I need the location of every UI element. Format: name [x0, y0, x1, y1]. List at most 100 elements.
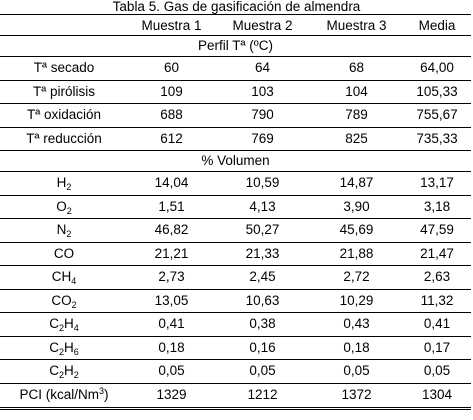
value-cell: 2,63 — [403, 265, 471, 290]
formula-rest: H — [64, 363, 74, 379]
table-row: Tª reducción 612 769 825 735,33 — [0, 127, 471, 151]
header-cell: Muestra 1 — [128, 14, 215, 36]
value-cell: 14,04 — [128, 171, 215, 196]
formula-main: H — [56, 175, 67, 191]
formula-sub: 2 — [66, 205, 72, 216]
table-row: CO 21,21 21,33 21,88 21,47 — [0, 242, 471, 266]
header-cell: Muestra 3 — [310, 14, 403, 36]
formula-sub2: 4 — [73, 323, 79, 334]
header-cell: Media — [403, 14, 471, 36]
value-cell: 0,38 — [215, 312, 310, 337]
value-cell: 0,05 — [215, 359, 310, 384]
section-row-temperature: Perfil Tª (ºC) — [0, 35, 471, 57]
value-cell: 10,59 — [215, 171, 310, 196]
formula-sub: 2 — [58, 370, 64, 381]
formula-sub2: 2 — [73, 370, 79, 381]
row-label: CO2 — [0, 289, 128, 313]
row-label: O2 — [0, 195, 128, 219]
table-caption: Tabla 5. Gas de gasificación de almendra — [112, 0, 361, 14]
section-title: % Volumen — [0, 150, 471, 172]
table-row: C2H2 0,05 0,05 0,05 0,05 — [0, 359, 471, 384]
value-cell: 1329 — [128, 383, 215, 410]
value-cell: 21,33 — [215, 242, 310, 266]
value-cell: 64 — [215, 56, 310, 81]
value-cell: 0,18 — [128, 336, 215, 360]
table-row: Tª pirólisis 109 103 104 105,33 — [0, 80, 471, 104]
formula-main: N — [56, 222, 67, 238]
value-cell: 60 — [128, 56, 215, 81]
value-cell: 50,27 — [215, 218, 310, 243]
formula-sub: 2 — [71, 299, 77, 310]
row-label: N2 — [0, 218, 128, 243]
formula-sub: 4 — [71, 276, 77, 287]
value-cell: 45,69 — [310, 218, 403, 243]
header-cell: Muestra 2 — [215, 14, 310, 36]
row-label: CO — [0, 242, 128, 266]
value-cell: 47,59 — [403, 218, 471, 243]
value-cell: 10,63 — [215, 289, 310, 313]
formula-main: C — [49, 363, 59, 379]
row-label: H2 — [0, 171, 128, 196]
formula-sub: 2 — [58, 346, 64, 357]
value-cell: 1304 — [403, 383, 471, 410]
table-row: CO2 13,05 10,63 10,29 11,32 — [0, 289, 471, 313]
table-row: O2 1,51 4,13 3,90 3,18 — [0, 195, 471, 219]
pci-superscript: 3 — [99, 386, 105, 396]
value-cell: 0,16 — [215, 336, 310, 360]
value-cell: 0,05 — [310, 359, 403, 384]
table-row: Tª oxidación 688 790 789 755,67 — [0, 103, 471, 128]
row-label: Tª oxidación — [0, 103, 128, 128]
value-cell: 46,82 — [128, 218, 215, 243]
formula-main: C — [49, 316, 59, 332]
formula-main: CH — [51, 269, 72, 285]
pci-row: PCI (kcal/Nm3) 1329 1212 1372 1304 — [0, 383, 471, 410]
row-label: Tª secado — [0, 56, 128, 81]
value-cell: 2,73 — [128, 265, 215, 290]
value-cell: 0,17 — [403, 336, 471, 360]
value-cell: 68 — [310, 56, 403, 81]
value-cell: 13,17 — [403, 171, 471, 196]
value-cell: 10,29 — [310, 289, 403, 313]
value-cell: 2,45 — [215, 265, 310, 290]
value-cell: 105,33 — [403, 80, 471, 104]
value-cell: 13,05 — [128, 289, 215, 313]
pci-label-end: ) — [104, 387, 109, 402]
value-cell: 0,18 — [310, 336, 403, 360]
table-row: CH4 2,73 2,45 2,72 2,63 — [0, 265, 471, 290]
formula-main: O — [56, 198, 67, 214]
row-label: C2H6 — [0, 336, 128, 360]
table-row: H2 14,04 10,59 14,87 13,17 — [0, 171, 471, 196]
value-cell: 825 — [310, 127, 403, 151]
table-row: C2H4 0,41 0,38 0,43 0,41 — [0, 312, 471, 337]
section-title: Perfil Tª (ºC) — [0, 35, 471, 57]
value-cell: 109 — [128, 80, 215, 104]
value-cell: 14,87 — [310, 171, 403, 196]
value-cell: 2,72 — [310, 265, 403, 290]
formula-main: CO — [53, 245, 75, 261]
formula-rest: H — [64, 316, 74, 332]
value-cell: 21,47 — [403, 242, 471, 266]
formula-main: CO — [51, 292, 72, 308]
value-cell: 735,33 — [403, 127, 471, 151]
row-label: CH4 — [0, 265, 128, 290]
row-label: Tª reducción — [0, 127, 128, 151]
value-cell: 4,13 — [215, 195, 310, 219]
value-cell: 3,18 — [403, 195, 471, 219]
value-cell: 755,67 — [403, 103, 471, 128]
value-cell: 3,90 — [310, 195, 403, 219]
value-cell: 1212 — [215, 383, 310, 410]
value-cell: 21,21 — [128, 242, 215, 266]
value-cell: 0,41 — [403, 312, 471, 337]
value-cell: 103 — [215, 80, 310, 104]
value-cell: 688 — [128, 103, 215, 128]
value-cell: 0,05 — [403, 359, 471, 384]
value-cell: 11,32 — [403, 289, 471, 313]
formula-rest: H — [64, 339, 74, 355]
value-cell: 104 — [310, 80, 403, 104]
row-label: Tª pirólisis — [0, 80, 128, 104]
value-cell: 769 — [215, 127, 310, 151]
value-cell: 64,00 — [403, 56, 471, 81]
value-cell: 1,51 — [128, 195, 215, 219]
value-cell: 0,05 — [128, 359, 215, 384]
